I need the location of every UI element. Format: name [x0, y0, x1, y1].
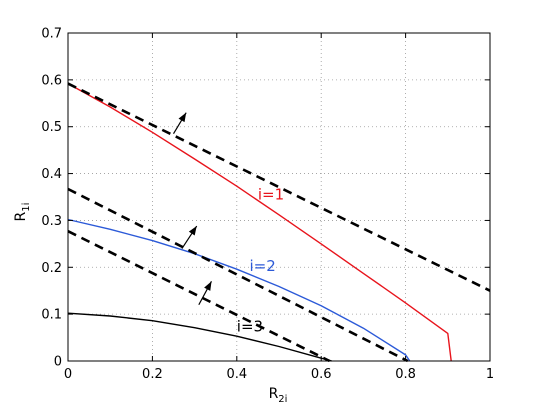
annotation-layer: i=1 i=2 i=3: [237, 185, 284, 335]
y-tick-label: 0.2: [41, 261, 62, 276]
series-layer: [67, 82, 491, 363]
x-tick-label: 1: [486, 367, 494, 382]
y-tick-label: 0: [54, 355, 62, 370]
x-tick-label: 0: [64, 367, 72, 382]
y-tick-label: 0.6: [41, 73, 62, 88]
series-line-i1: [67, 82, 452, 362]
arrow-head: [188, 226, 197, 236]
x-tick-label: 0.2: [142, 367, 163, 382]
arrow-layer: [172, 112, 213, 306]
series-line-tangent_2: [67, 187, 409, 363]
grid: [68, 33, 490, 361]
curve-label-3: i=3: [237, 317, 263, 335]
x-tick-label: 0.6: [311, 367, 332, 382]
curve-label-2: i=2: [249, 257, 275, 275]
series-line-tangent_3: [67, 230, 331, 363]
arrow-head: [204, 281, 212, 291]
direction-arrow-1: [172, 112, 187, 135]
y-axis-label: R1i: [13, 203, 32, 222]
y-tick-label: 0.3: [41, 214, 62, 229]
x-tick-label: 0.4: [226, 367, 247, 382]
y-tick-label: 0.5: [41, 120, 62, 135]
series-line-i3: [67, 312, 332, 362]
direction-arrow-3: [198, 281, 213, 306]
y-tick-label: 0.4: [41, 167, 62, 182]
x-tick-label: 0.8: [395, 367, 416, 382]
plot-frame: [67, 32, 491, 362]
direction-arrow-2: [181, 225, 198, 249]
series-line-i2: [67, 218, 411, 362]
y-tick-label: 0.1: [41, 308, 62, 323]
y-tick-label: 0.7: [41, 27, 62, 42]
arrow-head: [178, 112, 187, 123]
axis-ticks: 0 0.2 0.4 0.6 0.8 1 0 0.1 0.2 0.3 0.4 0.5 0.6 0.7: [41, 27, 494, 383]
x-axis-label: R2i: [269, 386, 288, 405]
curve-label-1: i=1: [258, 185, 284, 203]
series-line-tangent_1: [67, 82, 491, 292]
